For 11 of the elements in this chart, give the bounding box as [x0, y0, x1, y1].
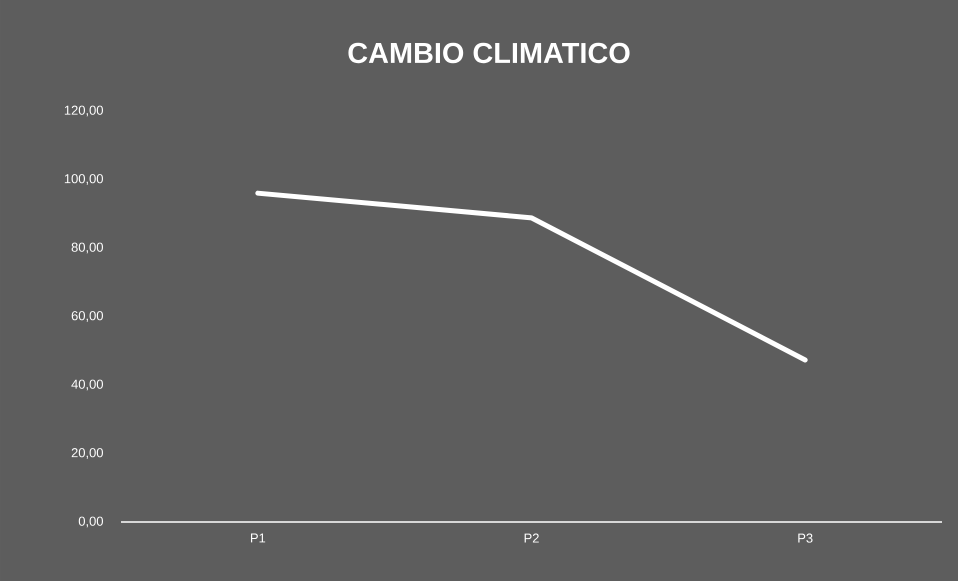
y-tick-label: 60,00: [72, 311, 103, 322]
y-tick-label: 100,00: [64, 174, 103, 185]
y-tick-label: 40,00: [71, 380, 103, 390]
x-tick-label: P3: [798, 534, 813, 543]
y-tick-label: 0,00: [78, 516, 103, 528]
chart-title: CAMBIO CLIMATICO: [348, 42, 630, 64]
y-tick-label: 120,00: [64, 106, 103, 116]
y-tick-label: 20,00: [72, 448, 103, 459]
x-tick-label: P1: [250, 534, 266, 542]
y-tick-label: 80,00: [72, 242, 103, 254]
x-tick-label: P2: [524, 534, 539, 543]
